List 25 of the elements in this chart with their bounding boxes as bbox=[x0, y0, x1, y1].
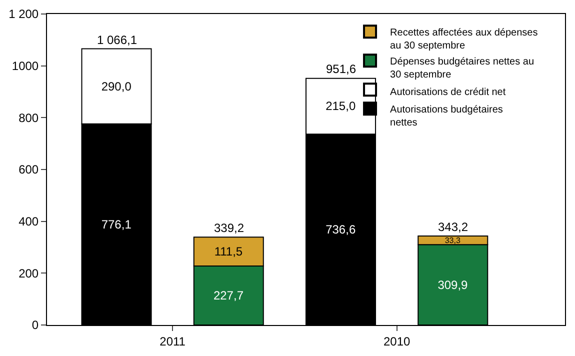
data-label: 111,5 bbox=[214, 244, 243, 259]
data-label: 309,9 bbox=[438, 278, 468, 292]
y-tick-label: 800 bbox=[18, 110, 39, 125]
legend-label: Recettes affectées aux dépenses au 30 septembre bbox=[390, 28, 538, 52]
data-label: 290,0 bbox=[101, 79, 132, 94]
y-tick-label: 200 bbox=[18, 266, 39, 280]
total-label: 1 066,1 bbox=[97, 33, 138, 47]
total-label: 951,6 bbox=[326, 62, 356, 76]
y-tick-label: 600 bbox=[18, 162, 39, 177]
legend-label: Autorisations de crédit net bbox=[390, 87, 506, 98]
y-tick-label: 400 bbox=[18, 214, 39, 229]
total-label: 339,2 bbox=[214, 221, 244, 235]
data-label: 215,0 bbox=[326, 99, 356, 114]
data-label: 227,7 bbox=[213, 288, 244, 302]
legend-label: Autorisations budgétaires nettes bbox=[390, 104, 503, 129]
data-label: 776,1 bbox=[101, 217, 132, 232]
x-tick-label: 2011 bbox=[160, 334, 186, 348]
total-label: 343,2 bbox=[438, 220, 468, 234]
legend-label: Dépenses budgétaires nettes au 30 septembre bbox=[390, 56, 534, 81]
y-tick-label: 1 200 bbox=[8, 7, 39, 22]
y-tick-label: 0 bbox=[32, 318, 39, 332]
x-tick-label: 2010 bbox=[383, 334, 410, 348]
data-label: 736,6 bbox=[326, 222, 356, 237]
y-tick-label: 1000 bbox=[12, 59, 39, 74]
data-label: 33,3 bbox=[444, 236, 461, 245]
